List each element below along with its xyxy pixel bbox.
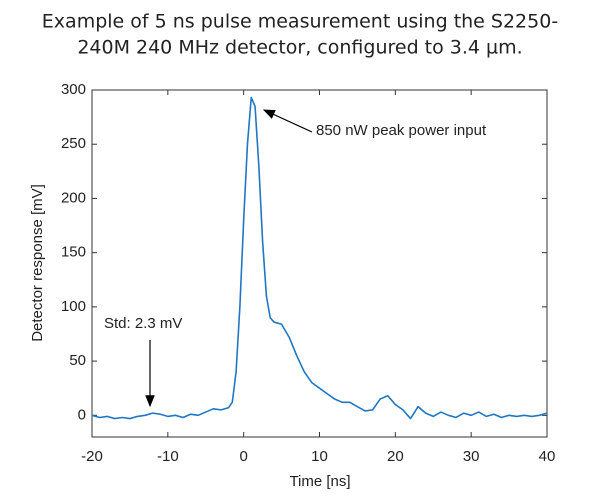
chart-title: Example of 5 ns pulse measurement using … (42, 11, 558, 33)
chart-title: 240M 240 MHz detector, configured to 3.4… (77, 37, 522, 59)
y-tick-label: 300 (61, 81, 86, 98)
annotation: 850 nW peak power input (316, 122, 487, 139)
y-tick-label: 0 (78, 406, 86, 423)
x-tick-label: -20 (81, 448, 103, 465)
x-tick-label: 40 (539, 448, 556, 465)
x-tick-label: 30 (463, 448, 480, 465)
plot-frame (91, 89, 548, 438)
annotation-arrow (262, 109, 313, 133)
y-tick-label: 100 (61, 298, 86, 315)
y-tick-label: 150 (61, 244, 86, 261)
x-tick-label: 0 (239, 448, 247, 465)
y-tick-label: 200 (61, 189, 86, 206)
x-tick-label: 10 (311, 448, 328, 465)
y-axis-label: Detector response [mV] (29, 184, 46, 342)
x-axis-label: Time [ns] (289, 473, 350, 490)
data-line (91, 96, 548, 420)
x-tick-label: 20 (387, 448, 404, 465)
x-tick-label: -10 (157, 448, 179, 465)
y-tick-label: 50 (69, 352, 86, 369)
y-tick-label: 250 (61, 135, 86, 152)
annotation: Std: 2.3 mV (104, 315, 182, 332)
